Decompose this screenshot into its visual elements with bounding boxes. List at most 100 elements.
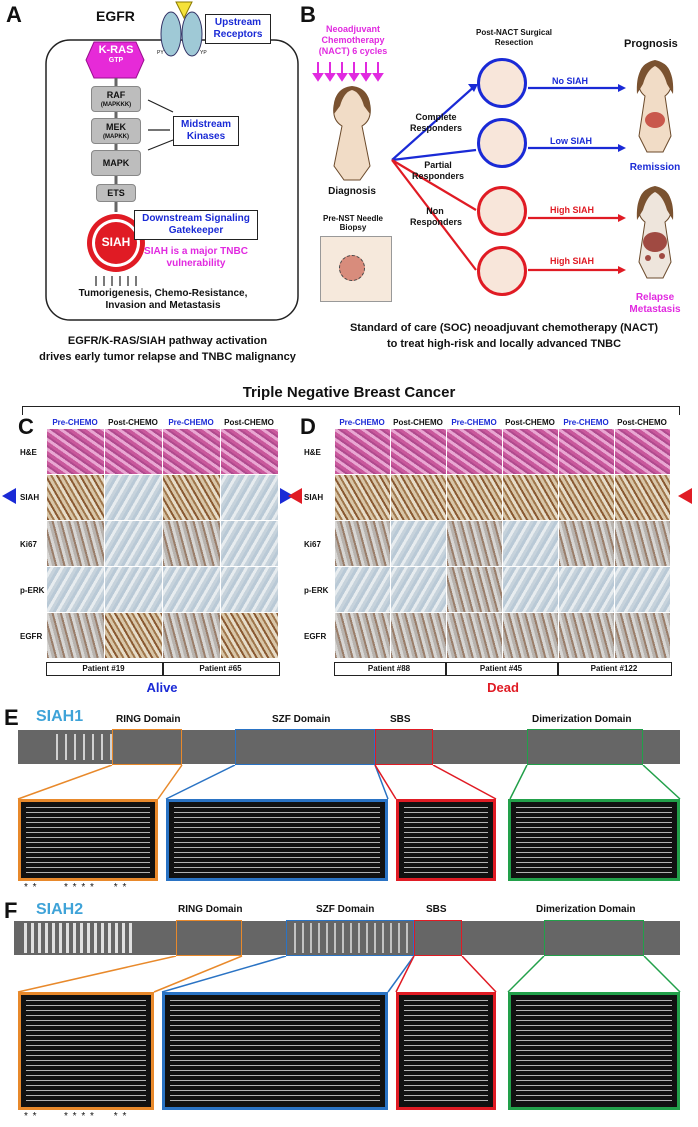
panel-b-caption-1: Standard of care (SOC) neoadjuvant chemo… <box>349 322 659 334</box>
panel-b-caption-2: to treat high-risk and locally advanced … <box>386 338 622 350</box>
panel-d-col-2: Post-CHEMO <box>393 418 443 427</box>
panel-d-status: Dead <box>487 680 519 695</box>
panel-c-siah-marker-right <box>280 488 294 504</box>
remission-figure <box>636 60 674 153</box>
panel-c-col-3: Pre-CHEMO <box>168 418 214 427</box>
downstream-gatekeeper-box: Downstream Signaling Gatekeeper <box>134 210 258 240</box>
panel-d-row-5: EGFR <box>304 632 327 641</box>
patient-45-bracket <box>446 662 558 676</box>
raf-kinase: RAF (MAPKKK) <box>91 86 141 112</box>
panel-c-grid <box>46 428 279 660</box>
no-siah-label: No SIAH <box>552 76 588 86</box>
panel-d-siah-marker-left <box>288 488 302 504</box>
panel-d-row-4: p-ERK <box>304 586 329 595</box>
py-left-label: PY <box>157 50 164 56</box>
siah1-domain-szf: SZF Domain <box>272 714 331 725</box>
panel-c-letter: C <box>18 414 34 439</box>
siah1-dim-sequence <box>508 799 680 881</box>
siah2-ring-sequence <box>18 992 154 1110</box>
panel-c-row-4: p-ERK <box>20 586 45 595</box>
panel-d-col-5: Pre-CHEMO <box>563 418 609 427</box>
panel-f-letter: F <box>4 898 18 923</box>
patient-122-bracket <box>558 662 672 676</box>
siah-vulnerability-text: SIAH is a major TNBC vulnerability <box>144 246 248 269</box>
siah2-domain-ring: RING Domain <box>178 904 243 915</box>
remission-label: Remission <box>629 162 681 173</box>
siah2-domain-sbs: SBS <box>426 904 447 915</box>
non-responders-label: Non Responders <box>410 206 463 227</box>
kras-hexagon <box>85 41 145 79</box>
specimen-non-2 <box>477 246 527 296</box>
specimen-complete <box>477 58 527 108</box>
siah2-ring-box <box>176 920 242 956</box>
complete-responders-label: Complete Responders <box>409 112 462 133</box>
response-arrows <box>391 84 626 274</box>
siah2-szf-box <box>286 920 414 956</box>
panel-d-patient-3: Patient #122 <box>590 664 638 673</box>
diagnosis-label: Diagnosis <box>328 186 376 197</box>
panel-c-col-2: Post-CHEMO <box>108 418 158 427</box>
panel-d-patient-1: Patient #88 <box>367 664 411 673</box>
panel-c-siah-marker-left <box>2 488 16 504</box>
ligand-triangle <box>175 1 193 20</box>
siah1-conserved-stars: * * * * * * * * <box>24 882 128 893</box>
siah2-zoom-lines <box>17 956 681 993</box>
panel-d-col-6: Post-CHEMO <box>617 418 667 427</box>
mapk-kinase: MAPK <box>91 150 141 176</box>
biopsy-image <box>320 236 392 302</box>
relapse-figure <box>636 186 674 279</box>
outcomes-text: Tumorigenesis, Chemo-Resistance, Invasio… <box>78 288 248 311</box>
panel-c-row-2: SIAH <box>20 493 40 502</box>
panel-c-row-1: H&E <box>20 448 37 457</box>
biopsy-label: Pre-NST Needle Biopsy <box>322 214 384 232</box>
siah2-conserved-stars: * * * * * * * * <box>24 1111 128 1122</box>
panel-c-patient-2: Patient #65 <box>199 664 242 673</box>
nact-arrows <box>312 62 384 82</box>
mek-kinase: MEK (MAPKK) <box>91 118 141 144</box>
panel-a-caption-2: drives early tumor relapse and TNBC mali… <box>39 351 296 363</box>
kras-label: K-RAS <box>98 44 134 56</box>
panel-d-letter: D <box>300 414 316 439</box>
siah1-sbs-sequence <box>396 799 496 881</box>
panel-c-patient-1: Patient #19 <box>82 664 125 673</box>
siah2-dim-box <box>544 920 644 956</box>
panel-c-row-3: Ki67 <box>20 540 37 549</box>
patient-19-bracket <box>46 662 163 676</box>
panel-d-row-2: SIAH <box>304 493 324 502</box>
siah1-title: SIAH1 <box>36 708 84 725</box>
receptor-right <box>181 11 203 57</box>
panel-d-row-1: H&E <box>304 448 321 457</box>
specimen-non-1 <box>477 186 527 236</box>
siah1-domain-dimerization: Dimerization Domain <box>532 714 632 725</box>
panel-d-siah-marker-right <box>678 488 692 504</box>
py-right-label: YP <box>200 50 207 56</box>
resection-label: Post-NACT Surgical Resection <box>475 28 552 47</box>
nact-label: Neoadjuvant Chemotherapy (NACT) 6 cycles <box>318 24 388 56</box>
panel-b-letter: B <box>300 2 316 27</box>
siah1-szf-sequence <box>166 799 388 881</box>
siah-label: SIAH <box>101 235 131 249</box>
tnbc-title: Triple Negative Breast Cancer <box>242 384 456 401</box>
siah2-title: SIAH2 <box>36 901 84 918</box>
panel-c-col-1: Pre-CHEMO <box>52 418 98 427</box>
panel-d-grid <box>334 428 672 660</box>
siah2-dim-sequence <box>508 992 680 1110</box>
panel-a-letter: A <box>6 2 22 27</box>
low-siah-label: Low SIAH <box>550 136 592 146</box>
panel-a-caption-1: EGFR/K-RAS/SIAH pathway activation <box>67 335 268 347</box>
tnbc-bracket <box>22 406 680 415</box>
egfr-receptor-diagram <box>45 1 299 321</box>
siah2-domain-szf: SZF Domain <box>316 904 375 915</box>
prognosis-label: Prognosis <box>624 38 678 50</box>
panel-d-patient-2: Patient #45 <box>479 664 523 673</box>
siah1-domain-sbs: SBS <box>390 714 411 725</box>
panel-c-col-4: Post-CHEMO <box>224 418 274 427</box>
panel-d-col-1: Pre-CHEMO <box>339 418 385 427</box>
panel-d-row-3: Ki67 <box>304 540 321 549</box>
midstream-kinases-box: Midstream Kinases <box>173 116 239 146</box>
siah1-zoom-lines <box>17 765 681 800</box>
egfr-label: EGFR <box>96 8 135 24</box>
gtp-label: GTP <box>108 57 124 64</box>
panel-e-letter: E <box>4 705 19 730</box>
high-siah-label-1: High SIAH <box>550 205 594 215</box>
